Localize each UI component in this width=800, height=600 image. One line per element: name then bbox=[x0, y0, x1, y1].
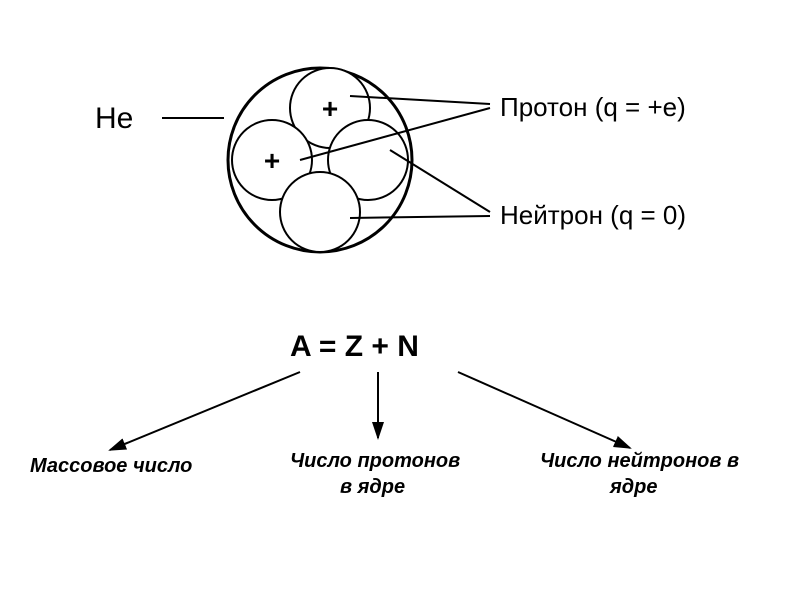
neutron-count-label-line1: Число нейтронов в bbox=[540, 450, 739, 473]
diagram-svg: ++ bbox=[0, 0, 800, 600]
diagram-stage: ++ He Протон (q = +e) Нейтрон (q = 0) A … bbox=[0, 0, 800, 600]
neutron-label: Нейтрон (q = 0) bbox=[500, 200, 686, 231]
neutron-count-label-line2: ядре bbox=[610, 476, 657, 499]
element-symbol: He bbox=[95, 102, 133, 136]
mass-number-label: Массовое число bbox=[30, 455, 192, 478]
proton-count-label-line2: в ядре bbox=[340, 476, 405, 499]
svg-text:+: + bbox=[264, 145, 280, 176]
svg-text:+: + bbox=[322, 93, 338, 124]
proton-count-label-line1: Число протонов bbox=[290, 450, 460, 473]
proton-label: Протон (q = +e) bbox=[500, 92, 686, 123]
mass-formula: A = Z + N bbox=[290, 330, 419, 364]
